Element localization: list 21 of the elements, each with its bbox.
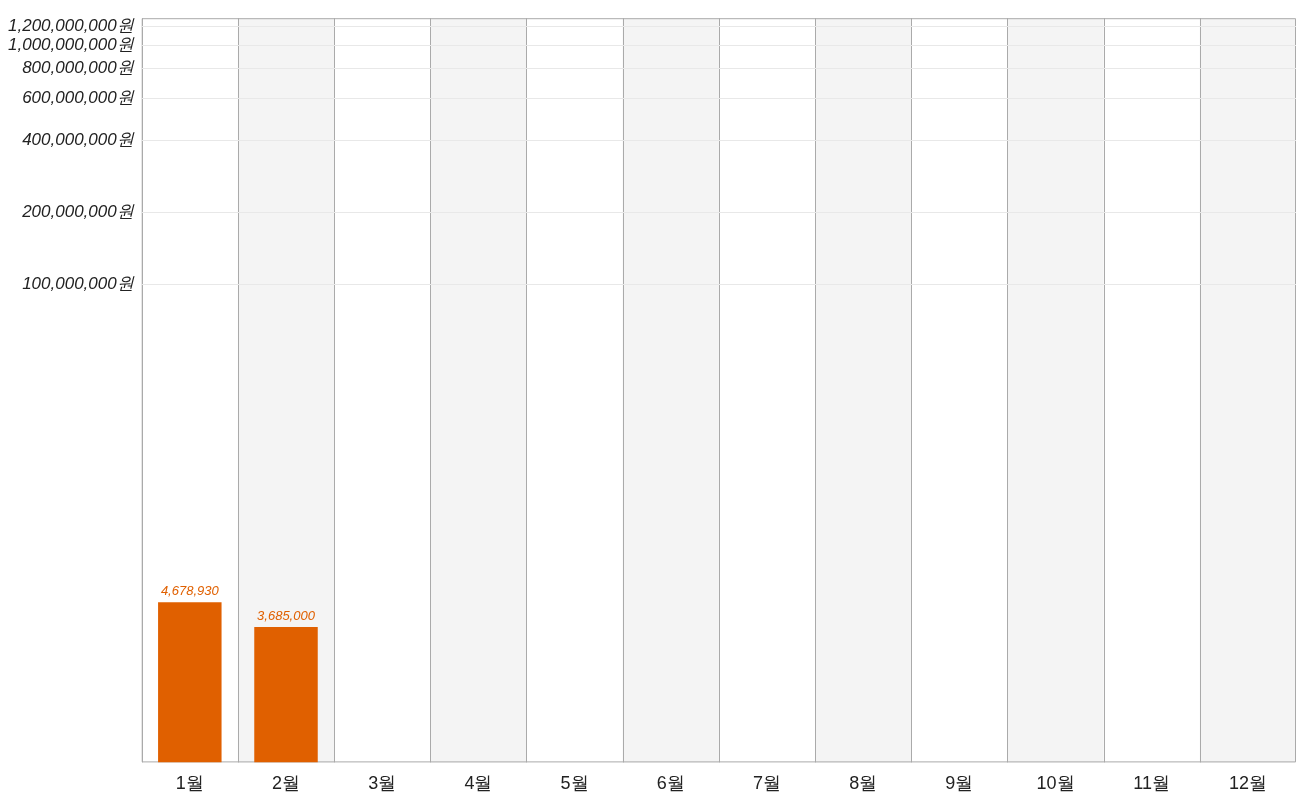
x-tick-label: 5월: [560, 773, 589, 794]
x-tick-label: 9월: [945, 773, 974, 794]
y-tick-label: 200,000,000원: [21, 202, 135, 222]
y-tick-label: 800,000,000원: [22, 58, 135, 78]
x-tick-label: 11월: [1133, 773, 1171, 794]
y-tick-label: 1,000,000,000원: [8, 35, 135, 55]
x-tick-label: 3월: [368, 773, 397, 794]
data-label: 4,678,930: [160, 583, 220, 599]
y-tick-label: 600,000,000원: [22, 88, 135, 108]
x-tick-label: 8월: [849, 773, 878, 794]
x-tick-label: 7월: [752, 773, 781, 794]
y-tick-label: 1,200,000,000원: [8, 16, 135, 36]
x-tick-label: 12월: [1228, 773, 1267, 794]
x-tick-label: 1월: [175, 773, 204, 794]
x-tick-label: 4월: [464, 773, 493, 794]
y-tick-label: 400,000,000원: [22, 130, 135, 150]
y-tick-label: 100,000,000원: [22, 274, 135, 294]
x-tick-label: 10월: [1036, 773, 1075, 794]
data-label: 3,685,000: [257, 608, 316, 624]
x-tick-label: 2월: [271, 773, 301, 794]
x-tick-label: 6월: [656, 773, 685, 794]
